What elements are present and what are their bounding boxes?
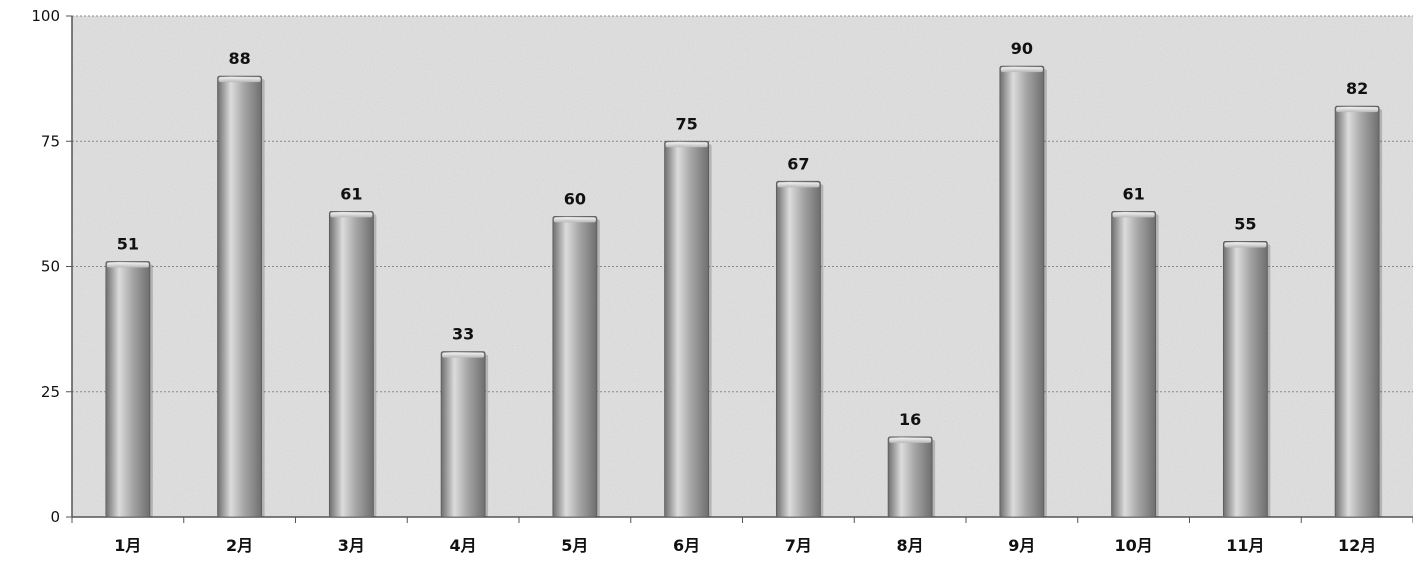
x-category-label: 12月: [1338, 536, 1376, 555]
bar-cap: [889, 437, 932, 443]
data-label: 88: [228, 49, 250, 68]
bar-cap: [1112, 212, 1155, 218]
bar-cap: [665, 142, 708, 148]
x-category-label: 4月: [450, 536, 477, 555]
data-label: 82: [1346, 79, 1368, 98]
data-label: 90: [1011, 39, 1033, 58]
x-category-label: 6月: [673, 536, 700, 555]
y-tick-label: 0: [50, 508, 60, 526]
bar-6月: [664, 140, 710, 518]
data-label: 55: [1234, 214, 1256, 233]
bar-cap: [218, 77, 261, 83]
labels: 0 25 50 75 100 51 1月 88 2月 61 3月 33 4月 60 5月 75 6月 67 7月 16…: [31, 7, 1376, 555]
bar-5月: [552, 215, 598, 518]
y-tick-label: 50: [41, 258, 60, 276]
x-category-label: 5月: [561, 536, 588, 555]
bar-12月: [1334, 105, 1380, 518]
data-label: 60: [564, 189, 586, 208]
x-category-label: 3月: [338, 536, 365, 555]
x-category-label: 2月: [226, 536, 253, 555]
bar-11月: [1222, 241, 1268, 518]
bar-4月: [440, 351, 486, 518]
data-label: 51: [117, 234, 139, 253]
x-category-label: 7月: [785, 536, 812, 555]
bars: [105, 65, 1383, 518]
bar-cap: [553, 217, 596, 223]
data-label: 61: [1122, 184, 1144, 203]
bar-cap: [1000, 67, 1043, 73]
x-category-label: 8月: [897, 536, 924, 555]
gridlines: [72, 15, 1413, 393]
x-category-label: 9月: [1008, 536, 1035, 555]
bar-cap: [777, 182, 820, 188]
bar-9月: [999, 65, 1045, 518]
bar-cap: [1336, 107, 1379, 113]
axes: [66, 15, 1413, 523]
x-category-label: 11月: [1226, 536, 1264, 555]
x-category-label: 10月: [1114, 536, 1152, 555]
data-label: 33: [452, 325, 474, 344]
bar-2月: [217, 75, 263, 518]
bar-cap: [106, 262, 149, 268]
y-tick-label: 100: [31, 7, 60, 25]
data-label: 16: [899, 410, 921, 429]
bar-cap: [442, 352, 485, 358]
y-tick-label: 25: [41, 383, 60, 401]
x-category-label: 1月: [114, 536, 141, 555]
bar-8月: [887, 436, 933, 518]
bar-10月: [1111, 210, 1157, 518]
data-label: 67: [787, 154, 809, 173]
bar-7月: [775, 180, 821, 518]
bar-1月: [105, 261, 151, 518]
bar-3月: [328, 210, 374, 518]
bar-cap: [330, 212, 373, 218]
bar-cap: [1224, 242, 1267, 248]
data-label: 61: [340, 184, 362, 203]
y-tick-label: 75: [41, 132, 60, 150]
data-label: 75: [675, 114, 697, 133]
